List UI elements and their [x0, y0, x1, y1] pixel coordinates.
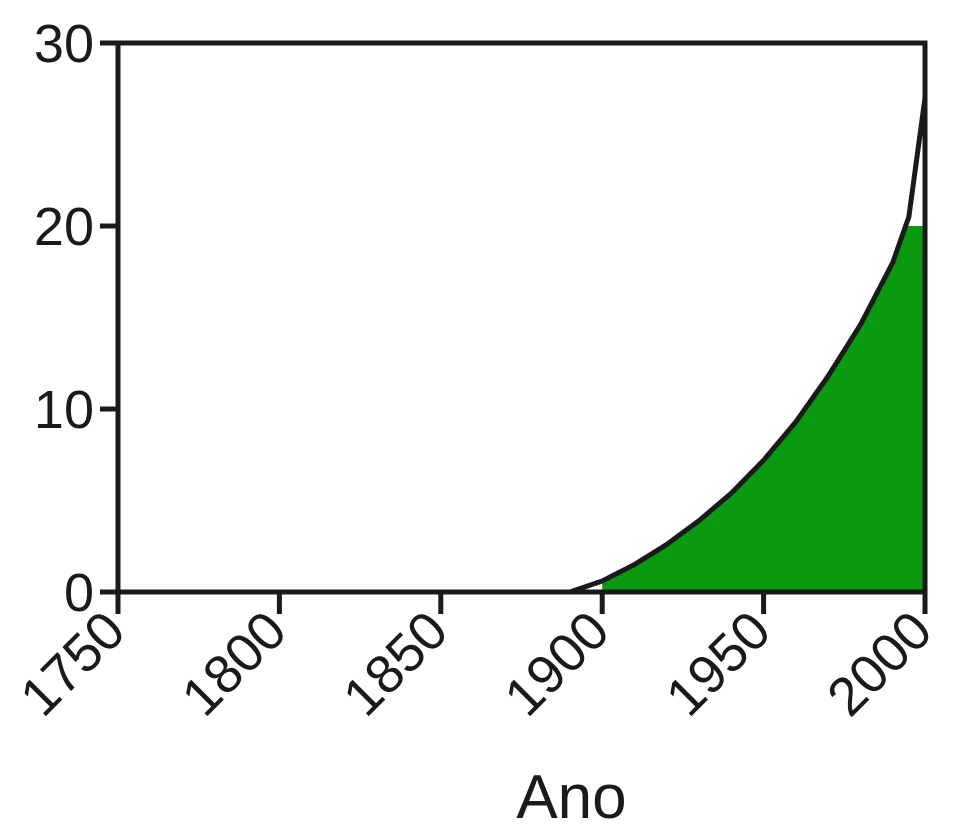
chart-marks — [569, 97, 928, 595]
x-axis-title: Ano — [516, 763, 626, 829]
y-axis: 0 10 20 30 — [34, 14, 118, 623]
y-tick-label: 0 — [64, 563, 94, 623]
y-tick-label: 30 — [34, 14, 94, 74]
x-tick-label: 1900 — [493, 600, 620, 727]
x-tick-label: 2000 — [816, 600, 943, 727]
x-tick-label: 1950 — [655, 600, 782, 727]
area-fill — [602, 226, 925, 592]
series-line — [569, 97, 928, 595]
plot-frame — [115, 40, 928, 595]
x-axis: 1750 1800 1850 1900 1950 2000 — [9, 592, 943, 727]
x-tick-label: 1850 — [332, 600, 459, 727]
x-tick-label: 1800 — [171, 600, 298, 727]
y-tick-label: 10 — [34, 380, 94, 440]
y-tick-label: 20 — [34, 197, 94, 257]
